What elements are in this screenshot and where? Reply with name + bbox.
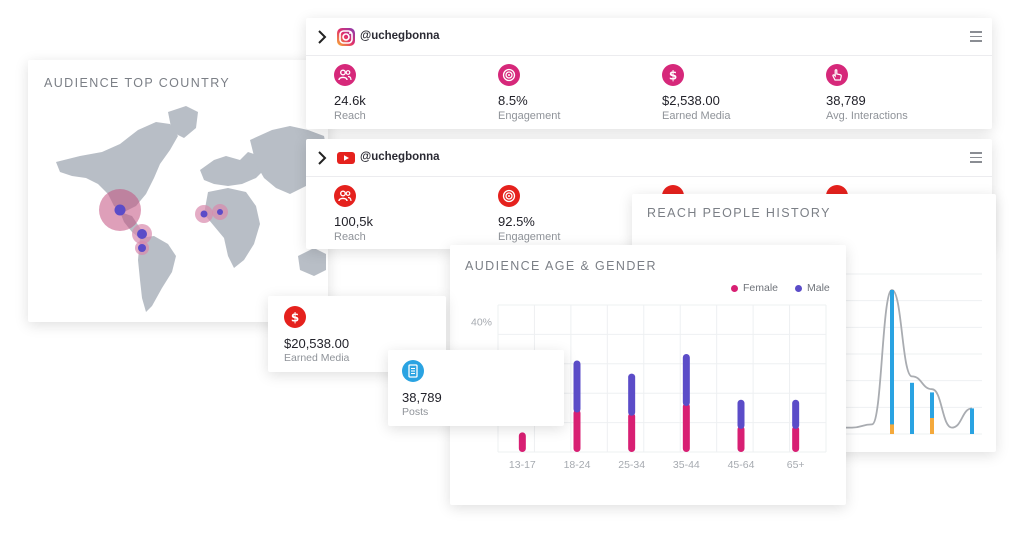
metric-avg-interactions: 38,789 Avg. Interactions xyxy=(826,64,976,122)
bar-female xyxy=(737,425,745,452)
people-icon xyxy=(334,185,356,207)
x-tick-label: 35-44 xyxy=(673,459,700,471)
metric-engagement: 8.5% Engagement xyxy=(498,64,648,122)
metric-value: $2,538.00 xyxy=(662,93,720,108)
earned-media-label: Earned Media xyxy=(284,352,350,364)
audience-top-country-card: AUDIENCE TOP COUNTRY xyxy=(28,60,328,322)
bar-female xyxy=(573,409,581,452)
posts-card: 38,789 Posts xyxy=(388,350,564,426)
document-icon xyxy=(402,360,424,382)
metric-reach: 100,5k Reach xyxy=(334,185,484,243)
reach-bar-base xyxy=(890,424,894,434)
instagram-icon xyxy=(337,28,355,46)
svg-text:$: $ xyxy=(669,69,677,83)
usa-dot xyxy=(114,204,126,216)
continents xyxy=(56,106,328,312)
country-markers xyxy=(99,189,228,255)
earned-media-card: $ $20,538.00 Earned Media xyxy=(268,296,446,372)
metric-value: 100,5k xyxy=(334,214,374,229)
metric-label: Earned Media xyxy=(662,110,731,122)
map-title: AUDIENCE TOP COUNTRY xyxy=(44,76,231,90)
mexico-dot xyxy=(137,229,147,239)
metric-label: Reach xyxy=(334,231,366,243)
metric-value: 38,789 xyxy=(826,93,866,108)
y-tick-label: 40% xyxy=(471,316,492,328)
profile-header: @uchegbonna xyxy=(306,18,992,56)
instagram-profile-card: @uchegbonna 24.6k Reach 8.5% Engagement … xyxy=(306,18,992,129)
target-icon xyxy=(498,64,520,86)
pointer-hand-icon xyxy=(826,64,848,86)
legend-female: Female xyxy=(731,282,778,294)
reach-bar xyxy=(890,290,894,434)
reach-bar xyxy=(930,392,934,434)
metric-value: 24.6k xyxy=(334,93,366,108)
bar-male xyxy=(737,399,745,429)
colombia-dot xyxy=(138,244,146,252)
legend-male-label: Male xyxy=(807,282,830,294)
earned-media-value: $20,538.00 xyxy=(284,336,350,351)
x-tick-label: 13-17 xyxy=(509,459,536,471)
chevron-right-icon[interactable] xyxy=(316,151,328,165)
metric-label: Engagement xyxy=(498,231,561,243)
reach-bar xyxy=(970,408,974,434)
posts-label: Posts xyxy=(402,406,429,418)
posts-value: 38,789 xyxy=(402,390,442,405)
metric-label: Reach xyxy=(334,110,366,122)
people-icon xyxy=(334,64,356,86)
age-gender-title: AUDIENCE AGE & GENDER xyxy=(465,259,657,273)
profile-handle[interactable]: @uchegbonna xyxy=(360,30,440,42)
target-icon xyxy=(498,185,520,207)
hamburger-menu-icon[interactable] xyxy=(970,31,982,42)
x-tick-label: 45-64 xyxy=(728,459,755,471)
bar-male xyxy=(682,354,690,406)
youtube-icon xyxy=(337,152,355,164)
world-map xyxy=(56,106,328,312)
spain-dot xyxy=(200,210,208,218)
bar-female xyxy=(682,403,690,452)
chevron-right-icon[interactable] xyxy=(316,30,328,44)
metric-engagement: 92.5% Engagement xyxy=(498,185,648,243)
profile-header: @uchegbonna xyxy=(306,139,992,177)
legend-male: Male xyxy=(795,282,830,294)
italy-dot xyxy=(217,209,223,215)
metric-label: Engagement xyxy=(498,110,561,122)
metric-earned-media: $ $2,538.00 Earned Media xyxy=(662,64,812,122)
bar-female xyxy=(518,432,526,452)
reach-bar-base xyxy=(930,418,934,434)
bar-female xyxy=(792,425,800,452)
x-tick-label: 65+ xyxy=(787,459,805,471)
reach-history-title: REACH PEOPLE HISTORY xyxy=(647,206,831,220)
profile-handle[interactable]: @uchegbonna xyxy=(360,151,440,163)
bar-male xyxy=(573,360,581,413)
legend-female-label: Female xyxy=(743,282,779,294)
bar-female xyxy=(628,412,636,452)
x-tick-label: 18-24 xyxy=(564,459,591,471)
metric-label: Avg. Interactions xyxy=(826,110,908,122)
dollar-icon: $ xyxy=(662,64,684,86)
metric-reach: 24.6k Reach xyxy=(334,64,484,122)
bar-male xyxy=(792,399,800,429)
metric-value: 92.5% xyxy=(498,214,535,229)
svg-text:$: $ xyxy=(291,311,299,325)
hamburger-menu-icon[interactable] xyxy=(970,152,982,163)
bar-male xyxy=(628,373,636,416)
dollar-icon: $ xyxy=(284,306,306,328)
metric-value: 8.5% xyxy=(498,93,528,108)
x-tick-label: 25-34 xyxy=(618,459,645,471)
reach-bar xyxy=(910,382,914,434)
